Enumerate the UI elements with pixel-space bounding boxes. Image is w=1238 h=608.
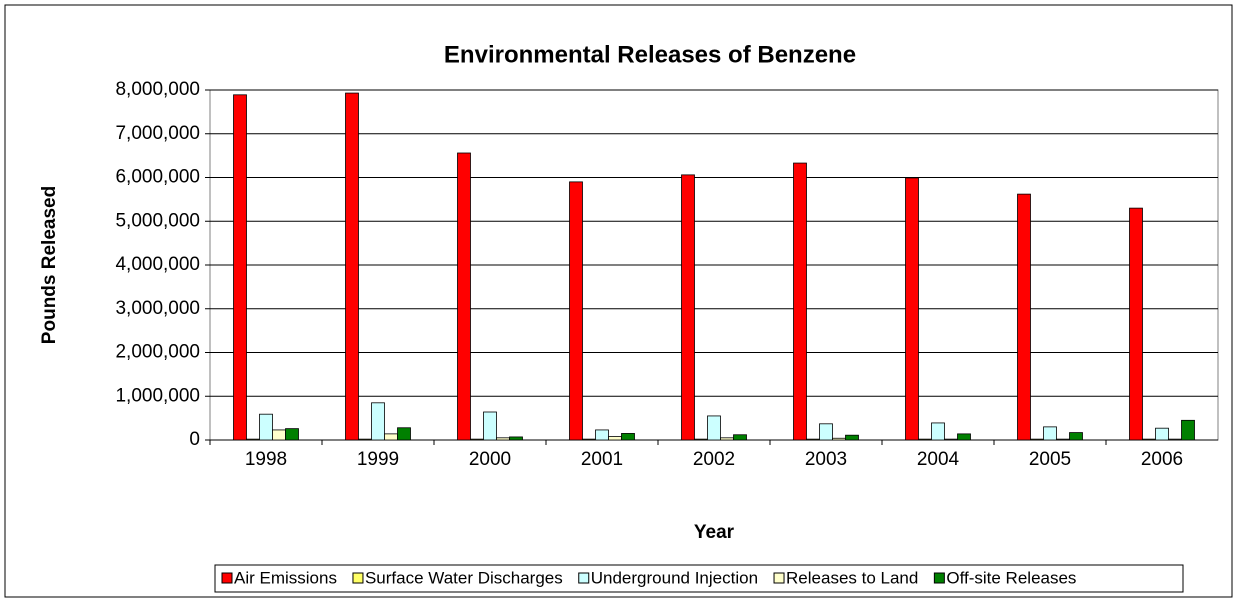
legend [214, 564, 1184, 593]
bar [931, 422, 945, 441]
x-tick-label: 1998 [245, 449, 287, 470]
x-tick-label: 2000 [469, 449, 511, 470]
y-tick-label: 3,000,000 [115, 298, 200, 319]
bar [1030, 438, 1044, 441]
y-tick-label: 6,000,000 [115, 167, 200, 188]
bar [285, 428, 299, 441]
bar [371, 402, 385, 441]
bar [496, 437, 510, 441]
legend-label: Surface Water Discharges [365, 568, 563, 587]
bar [1181, 419, 1195, 441]
bar [233, 94, 247, 441]
bar [384, 433, 398, 441]
bar [1043, 426, 1057, 441]
bar [694, 438, 708, 441]
bar [806, 438, 820, 441]
bar [509, 436, 523, 441]
legend-swatch [578, 572, 590, 584]
x-tick-label: 1999 [357, 449, 399, 470]
bar [1129, 207, 1143, 441]
bar [259, 413, 273, 441]
bar [358, 438, 372, 441]
bar [569, 181, 583, 441]
legend-swatch [933, 572, 945, 584]
legend-swatch [221, 572, 233, 584]
bar [621, 433, 635, 441]
bar [793, 162, 807, 441]
bar [470, 438, 484, 441]
bar [819, 423, 833, 441]
legend-swatch [352, 572, 364, 584]
y-axis-label: Pounds Released [39, 186, 60, 344]
bar [397, 427, 411, 441]
legend-label: Underground Injection [591, 568, 758, 587]
bar [595, 429, 609, 441]
y-tick-label: 7,000,000 [115, 123, 200, 144]
bar [1056, 438, 1070, 441]
bar [832, 437, 846, 441]
x-axis-label: Year [694, 522, 735, 543]
y-tick-label: 8,000,000 [115, 79, 200, 100]
x-tick-label: 2003 [805, 449, 847, 470]
bar [457, 152, 471, 441]
bar [1069, 432, 1083, 441]
x-tick-label: 2004 [917, 449, 960, 470]
legend-swatch [773, 572, 785, 584]
bar [957, 433, 971, 441]
x-tick-label: 2006 [1141, 449, 1183, 470]
bar [707, 415, 721, 441]
legend-label: Off-site Releases [946, 568, 1076, 587]
bar [483, 411, 497, 441]
bar [944, 438, 958, 441]
bar [905, 177, 919, 441]
y-tick-label: 5,000,000 [115, 210, 200, 231]
bar [720, 437, 734, 441]
chart-title: Environmental Releases of Benzene [444, 41, 856, 68]
bar [608, 436, 622, 441]
x-tick-label: 2001 [581, 449, 623, 470]
legend-label: Releases to Land [786, 568, 918, 587]
bar [246, 438, 260, 441]
bar [1168, 438, 1182, 441]
bar [1155, 427, 1169, 441]
y-tick-label: 2,000,000 [115, 342, 200, 363]
legend-label: Air Emissions [234, 568, 337, 587]
bar [733, 434, 747, 441]
bar [272, 429, 286, 441]
bar [918, 438, 932, 441]
y-tick-label: 0 [189, 429, 200, 450]
bar [345, 92, 359, 441]
bar [1142, 438, 1156, 441]
bar [582, 438, 596, 441]
bar [681, 174, 695, 441]
x-tick-label: 2005 [1029, 449, 1071, 470]
y-tick-label: 4,000,000 [115, 254, 200, 275]
y-tick-label: 1,000,000 [115, 385, 200, 406]
bar [1017, 193, 1031, 441]
x-tick-label: 2002 [693, 449, 735, 470]
bar [845, 434, 859, 441]
